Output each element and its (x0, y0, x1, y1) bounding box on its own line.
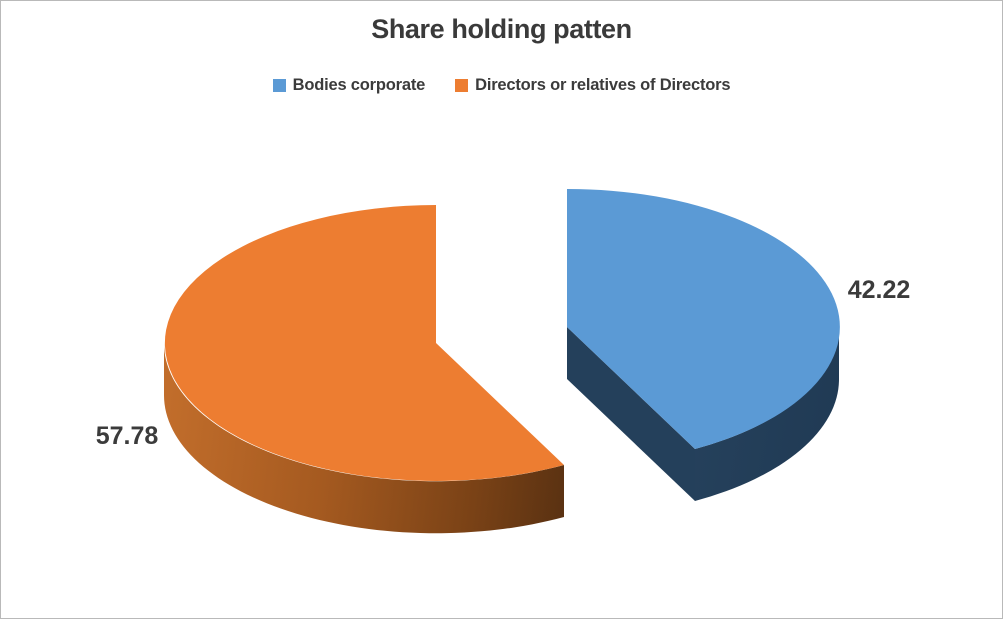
pie-slice-bodies-corporate[interactable] (567, 188, 840, 450)
pie-slice-directors[interactable] (164, 205, 565, 481)
legend-swatch-rect-blue (272, 79, 286, 92)
legend-item-bodies-corporate[interactable]: Bodies corporate (272, 76, 426, 95)
data-label-directors[interactable]: 57.78 (96, 422, 159, 450)
data-label-bodies-corporate[interactable]: 42.22 (848, 276, 911, 304)
legend-label-bodies-corporate: Bodies corporate (292, 76, 426, 94)
legend-swatch-bodies-corporate (272, 79, 286, 92)
chart-title[interactable]: Share holding patten (371, 14, 632, 44)
chart-legend: Bodies corporate Directors or relatives … (1, 76, 1002, 95)
pie-slice-bodies-corporate-rim (695, 327, 840, 501)
legend-swatch-directors (455, 79, 469, 92)
legend-item-directors[interactable]: Directors or relatives of Directors (455, 76, 731, 95)
legend-swatch-rect-orange (455, 79, 469, 92)
pie-slice-directors-rim (163, 343, 564, 534)
pie-slice-bodies-corporate-cut-face (567, 327, 695, 501)
legend-label-directors: Directors or relatives of Directors (475, 76, 731, 94)
